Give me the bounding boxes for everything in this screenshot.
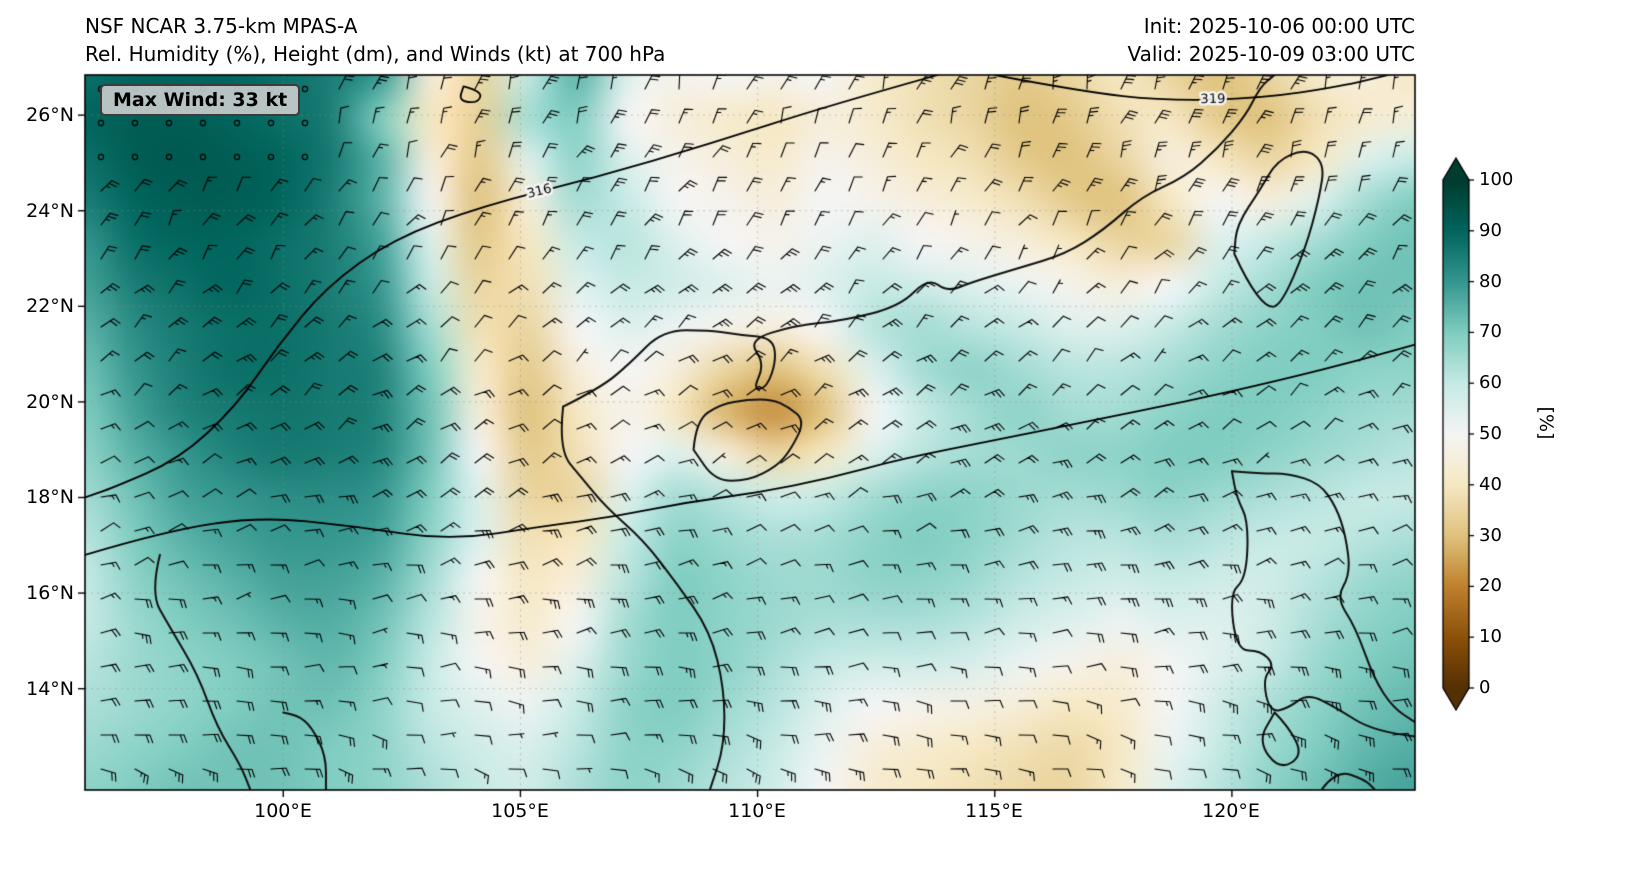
lat-tick-label: 18°N	[26, 486, 74, 508]
lat-tick-label: 22°N	[26, 295, 74, 317]
lat-tick-label: 14°N	[26, 678, 74, 700]
colorbar-tick-label: 10	[1479, 626, 1502, 647]
max-wind-badge: Max Wind: 33 kt	[100, 84, 301, 116]
lat-tick-label: 24°N	[26, 200, 74, 222]
colorbar-tick-label: 30	[1479, 525, 1502, 546]
figure-header-left: NSF NCAR 3.75-km MPAS-A Rel. Humidity (%…	[85, 12, 665, 68]
colorbar-tick-label: 0	[1479, 677, 1491, 698]
lon-tick-label: 105°E	[491, 800, 549, 822]
colorbar-tick-label: 40	[1479, 474, 1502, 495]
colorbar-tick-label: 80	[1479, 271, 1502, 292]
lon-tick-label: 110°E	[728, 800, 786, 822]
lon-tick-label: 115°E	[965, 800, 1023, 822]
colorbar-unit-label: [%]	[1535, 406, 1557, 440]
colorbar-tick-label: 90	[1479, 220, 1502, 241]
colorbar-tick-label: 100	[1479, 169, 1514, 190]
lon-tick-label: 120°E	[1202, 800, 1260, 822]
colorbar-tick-label: 60	[1479, 372, 1502, 393]
init-time: Init: 2025-10-06 00:00 UTC	[1143, 14, 1415, 38]
lat-tick-label: 26°N	[26, 104, 74, 126]
valid-time: Valid: 2025-10-09 03:00 UTC	[1127, 42, 1415, 66]
lon-tick-label: 100°E	[254, 800, 312, 822]
colorbar-tick-label: 50	[1479, 423, 1502, 444]
lat-tick-label: 16°N	[26, 582, 74, 604]
figure-header-right: Init: 2025-10-06 00:00 UTC Valid: 2025-1…	[1127, 12, 1415, 68]
colorbar-tick-label: 20	[1479, 575, 1502, 596]
colorbar-tick-label: 70	[1479, 321, 1502, 342]
model-title: NSF NCAR 3.75-km MPAS-A	[85, 14, 358, 38]
field-subtitle: Rel. Humidity (%), Height (dm), and Wind…	[85, 42, 666, 66]
lat-tick-label: 20°N	[26, 391, 74, 413]
